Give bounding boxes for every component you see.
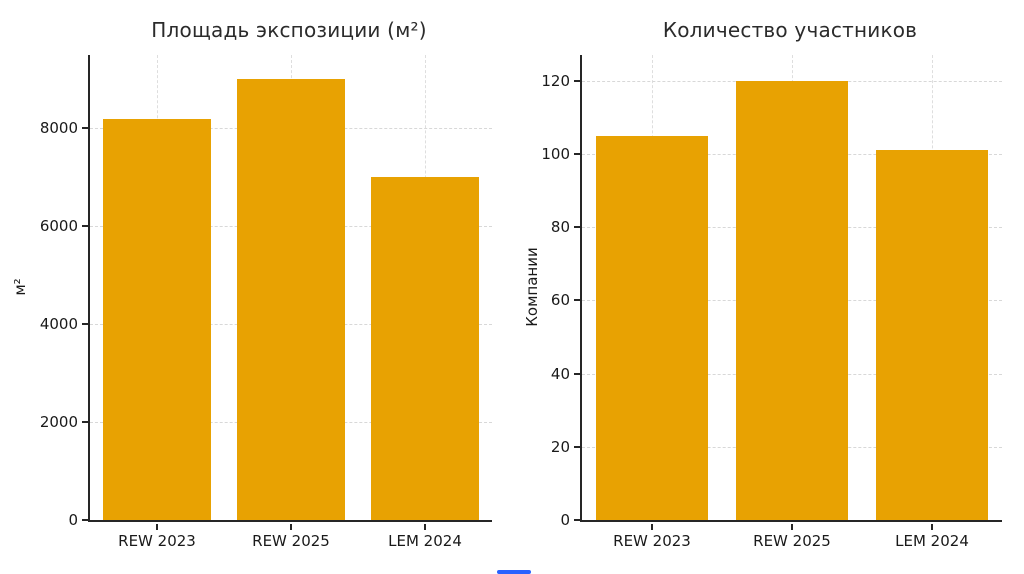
- y-tick-mark: [574, 519, 580, 521]
- plot-area: 0 20 40 60 80 100 120 REW 2023 REW 2025 LEM 2024: [541, 55, 1002, 550]
- y-tick-mark: [574, 372, 580, 375]
- x-tick-label: REW 2025: [753, 532, 831, 550]
- y-tick-label: 4000: [39, 315, 78, 334]
- bottom-blue-mark: [497, 570, 531, 574]
- y-tick-mark: [82, 519, 88, 521]
- x-tick-label: REW 2025: [252, 532, 330, 550]
- y-tick-label: 60: [550, 291, 570, 310]
- chart-title: Площадь экспозиции (м²): [151, 18, 427, 42]
- x-tick-mark: [651, 524, 653, 530]
- y-tick-mark: [574, 79, 580, 82]
- x-tick-mark: [156, 524, 158, 530]
- chart-exposition-area: Площадь экспозиции (м²) м² 0 2000 4000 6000…: [11, 18, 492, 550]
- y-tick-label: 8000: [39, 119, 78, 138]
- y-tick-mark: [574, 445, 580, 448]
- y-tick-label: 20: [550, 437, 570, 456]
- y-tick-label: 0: [68, 511, 78, 529]
- y-tick-mark: [574, 226, 580, 229]
- x-tick-mark: [791, 524, 793, 530]
- y-tick-mark: [574, 299, 580, 302]
- x-tick-label: LEM 2024: [895, 532, 969, 550]
- y-axis-label: Компании: [523, 247, 541, 327]
- y-tick-label: 80: [550, 218, 570, 237]
- y-axis-label: м²: [11, 278, 29, 296]
- y-tick-label: 120: [541, 71, 570, 90]
- plot-area: 0 2000 4000 6000 8000 REW 2023 REW 2025 LEM 202…: [40, 55, 492, 550]
- y-tick-label: 0: [560, 511, 570, 529]
- y-tick-label: 40: [550, 364, 570, 383]
- bar-rew-2025: [237, 79, 345, 520]
- y-tick-mark: [82, 323, 88, 326]
- x-tick-label: REW 2023: [613, 532, 691, 550]
- x-tick-mark: [931, 524, 933, 530]
- bar-lem-2024: [371, 177, 479, 520]
- bar-lem-2024: [876, 150, 988, 520]
- y-tick-mark: [82, 225, 88, 228]
- y-tick-label: 6000: [39, 217, 78, 236]
- x-tick-mark: [424, 524, 426, 530]
- y-tick-label: 100: [541, 144, 570, 163]
- x-tick-label: LEM 2024: [388, 532, 462, 550]
- y-tick-mark: [82, 127, 88, 130]
- bar-rew-2025: [736, 80, 848, 520]
- y-tick-label: 2000: [39, 413, 78, 432]
- x-tick-label: REW 2023: [118, 532, 196, 550]
- chart-title: Количество участников: [662, 18, 918, 42]
- x-tick-mark: [290, 524, 292, 530]
- bar-rew-2023: [596, 135, 708, 520]
- chart-participants-count: Количество участников Компании 0 20 40 60 80…: [512, 0, 1024, 574]
- bar-rew-2023: [103, 118, 211, 520]
- y-tick-mark: [574, 152, 580, 155]
- y-tick-mark: [82, 421, 88, 424]
